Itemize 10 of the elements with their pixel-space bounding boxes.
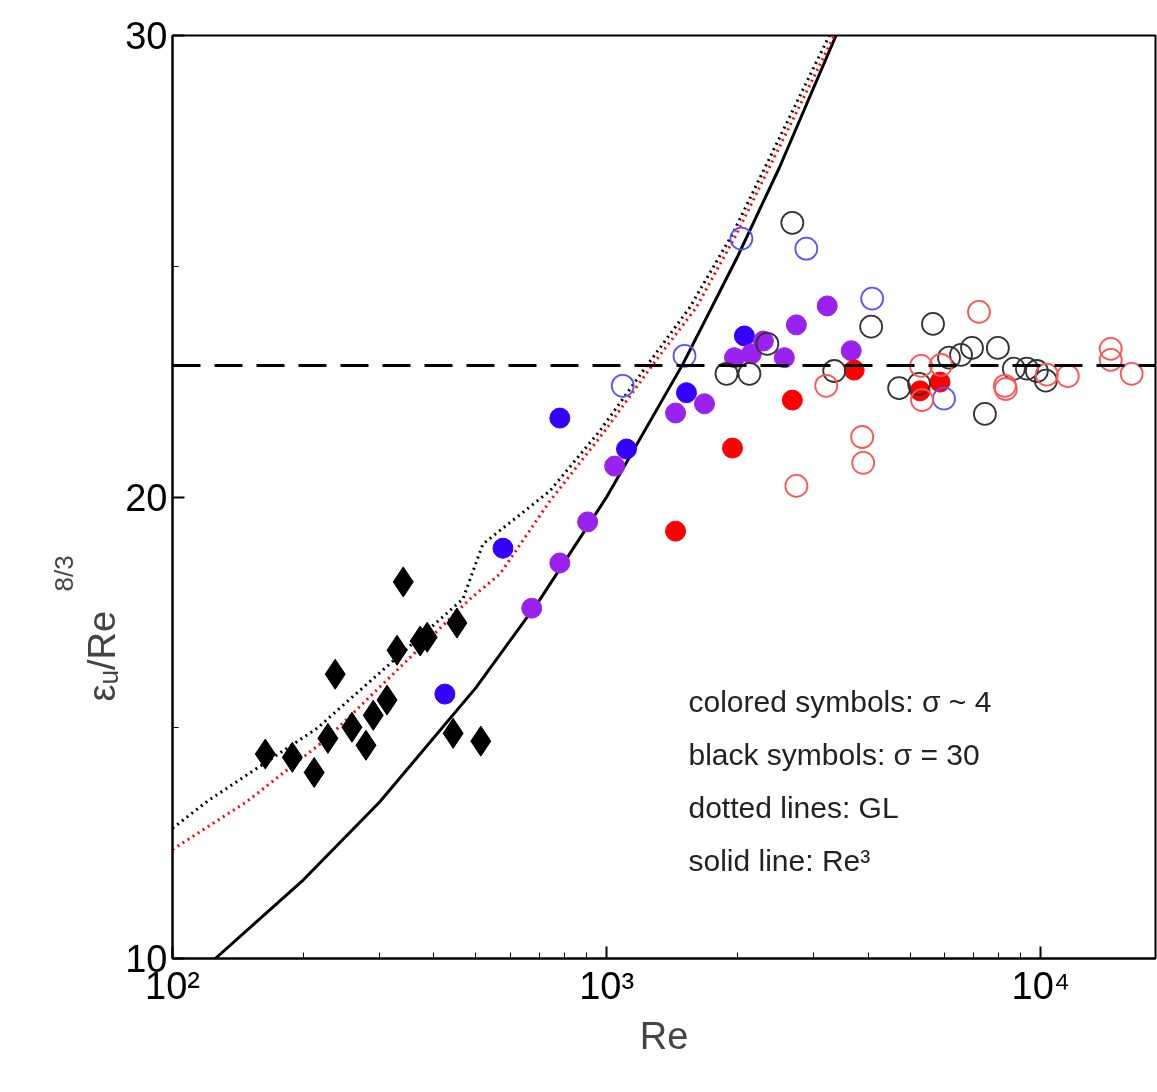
y-tick-label: 20 [125,476,168,519]
x-tick-label: 10³ [579,964,635,1007]
y-tick-label: 30 [125,15,168,57]
annotation: colored symbols: σ ~ 4 [688,685,992,718]
y-axis-title: εᵤ/Re8/3 [48,555,123,702]
annotation: dotted lines: GL [688,791,899,824]
x-axis-title: Re [639,1014,689,1057]
x-tick-label: 10⁴ [1011,964,1071,1007]
annotation: black symbols: σ = 30 [688,738,980,771]
annotation: solid line: Re³ [688,844,871,877]
